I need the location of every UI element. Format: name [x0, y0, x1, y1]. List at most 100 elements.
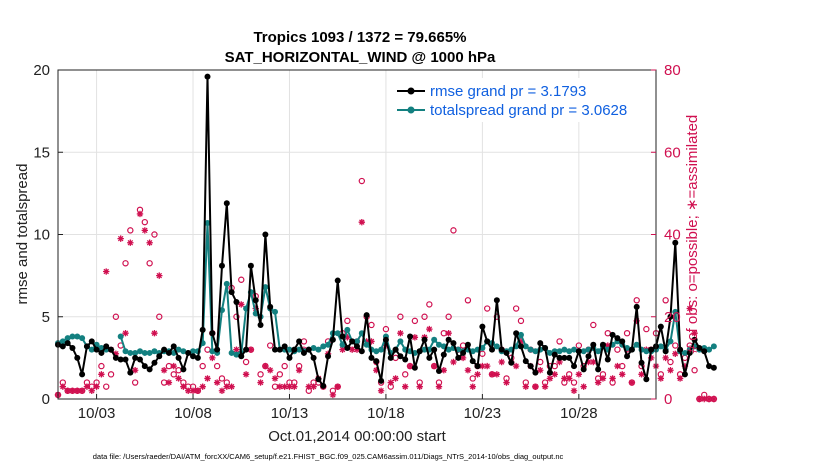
possible-obs-point	[127, 227, 134, 234]
possible-obs-point	[464, 297, 472, 304]
assimilated-obs-point	[112, 350, 120, 357]
totalspread-point	[334, 330, 341, 337]
assimilated-obs-point	[672, 350, 679, 357]
rmse-point	[69, 345, 76, 352]
assimilated-obs-point	[59, 383, 67, 390]
totalspread-point	[325, 341, 332, 348]
totalspread-point	[180, 348, 187, 355]
y-axis-label-right: # of obs: o=possible; ∗=assimilated	[684, 115, 701, 354]
rmse-point	[681, 371, 688, 378]
totalspread-point	[633, 341, 640, 348]
rmse-point	[532, 369, 539, 376]
legend-marker-rmse	[407, 87, 415, 95]
totalspread-point	[522, 343, 529, 350]
assimilated-obs-point	[334, 383, 341, 390]
rmse-point	[450, 340, 457, 347]
rmse-point	[489, 346, 496, 353]
rmse-point	[88, 338, 95, 345]
assimilated-obs-point	[131, 367, 139, 374]
rmse-point	[170, 343, 177, 350]
possible-obs-point	[517, 317, 525, 325]
totalspread-point	[310, 345, 317, 352]
rmse-point	[180, 366, 187, 373]
rmse-point	[585, 353, 592, 360]
rmse-point	[667, 313, 674, 320]
rmse-point	[339, 333, 346, 340]
assimilated-obs-point	[291, 383, 298, 390]
assimilated-obs-point	[517, 338, 525, 345]
rmse-point	[484, 338, 491, 345]
assimilated-obs-point	[681, 362, 689, 370]
rmse-point	[276, 346, 283, 353]
x-tick-label: 10/03	[78, 405, 116, 422]
rmse-point	[517, 343, 524, 350]
assimilated-obs-point	[122, 330, 129, 337]
x-tick-label: 10/28	[560, 405, 598, 422]
rmse-point	[151, 359, 158, 366]
assimilated-obs-point	[252, 305, 259, 312]
rmse-point	[281, 343, 288, 350]
assimilated-obs-point	[551, 371, 558, 378]
rmse-point	[349, 338, 356, 345]
rmse-point	[136, 356, 143, 363]
rmse-point	[566, 354, 573, 361]
rmse-point	[638, 359, 645, 366]
totalspread-point	[74, 333, 81, 340]
rmse-point	[74, 354, 81, 361]
rmse-point	[431, 346, 438, 353]
possible-obs-point	[604, 330, 611, 337]
rmse-point	[575, 348, 582, 355]
assimilated-obs-point	[686, 305, 693, 312]
rmse-point	[435, 368, 442, 375]
rmse-point	[402, 356, 409, 363]
y-right-tick-label: 60	[664, 144, 681, 161]
totalspread-point	[136, 348, 143, 355]
totalspread-point	[146, 349, 153, 356]
assimilated-obs-point	[503, 379, 510, 386]
totalspread-point	[397, 338, 404, 345]
assimilated-obs-point	[233, 346, 240, 353]
assimilated-obs-point	[604, 342, 611, 349]
possible-obs-point	[402, 371, 409, 378]
assimilated-obs-point	[262, 362, 269, 370]
totalspread-point	[204, 219, 211, 226]
assimilated-obs-point	[141, 227, 149, 234]
possible-obs-point	[484, 305, 491, 312]
rmse-point	[190, 353, 197, 360]
rmse-point	[498, 346, 505, 353]
assimilated-obs-point	[103, 268, 110, 275]
possible-obs-point	[199, 362, 206, 370]
totalspread-point	[141, 349, 148, 356]
rmse-point	[291, 346, 298, 353]
rmse-point	[320, 382, 327, 389]
totalspread-point	[320, 343, 327, 350]
totalspread-point	[595, 348, 602, 355]
totalspread-point	[363, 341, 370, 348]
rmse-point	[503, 349, 510, 356]
possible-obs-point	[213, 362, 221, 370]
assimilated-obs-point	[180, 383, 187, 390]
totalspread-point	[64, 335, 71, 342]
possible-obs-point	[691, 367, 698, 374]
assimilated-obs-point	[189, 387, 197, 394]
assimilated-obs-point	[701, 395, 708, 403]
possible-obs-point	[242, 358, 250, 366]
totalspread-point	[344, 326, 351, 333]
totalspread-point	[431, 336, 438, 343]
rmse-point	[83, 343, 90, 350]
rmse-point	[185, 349, 192, 356]
y-right-tick-label: 20	[664, 309, 681, 326]
possible-obs-point	[281, 362, 288, 370]
assimilated-obs-point	[160, 367, 168, 374]
possible-obs-point	[204, 346, 211, 353]
rmse-point	[551, 351, 558, 358]
rmse-point	[325, 353, 332, 360]
rmse-point	[59, 343, 66, 350]
assimilated-obs-point	[556, 358, 563, 366]
rmse-point	[156, 353, 163, 360]
assimilated-obs-point	[691, 330, 698, 337]
assimilated-obs-point	[117, 235, 124, 242]
totalspread-point	[556, 348, 563, 355]
assimilated-obs-point	[546, 375, 554, 382]
totalspread-point	[272, 308, 279, 315]
